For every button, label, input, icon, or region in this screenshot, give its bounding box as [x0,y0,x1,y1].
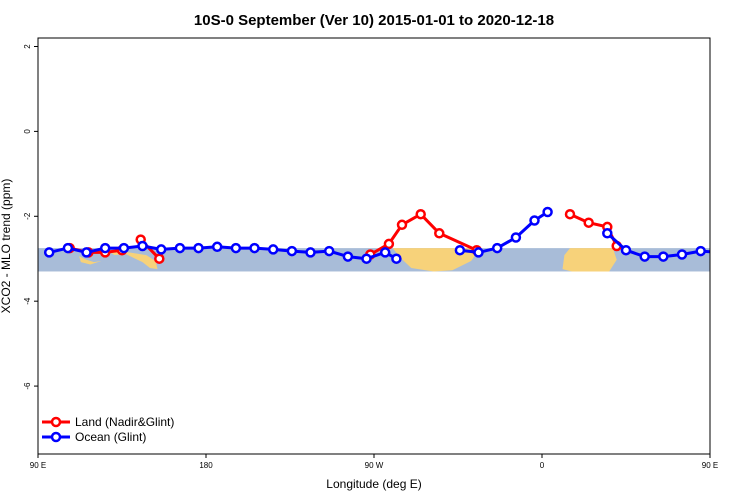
data-point-ocean [602,228,613,239]
y-tick-label: 2 [23,44,32,49]
data-point-ocean [81,247,92,258]
data-point-ocean [361,253,372,264]
y-tick-label: -4 [23,297,32,305]
data-point-ocean [734,244,742,252]
data-point-ocean [230,242,242,254]
data-point-ocean [286,245,298,257]
data-point-ocean [639,251,650,262]
legend-label-land: Land (Nadir&Glint) [75,415,174,429]
y-axis-label: XCO2 - MLO trend (ppm) [0,179,13,314]
x-tick-label: 90 E [30,461,46,470]
data-point-ocean [695,245,706,257]
data-point-land [564,208,576,220]
data-point-ocean [43,247,55,258]
data-point-land [738,244,746,252]
data-point-ocean [137,240,148,252]
legend: Land (Nadir&Glint) Ocean (Glint) [42,415,174,444]
data-point-land [383,238,395,250]
data-point-ocean [676,249,688,260]
chart-title: 10S-0 September (Ver 10) 2015-01-01 to 2… [194,12,554,29]
land-shape [562,248,617,272]
land-shape [107,250,158,270]
data-point-ocean [267,244,279,255]
data-point-ocean [715,248,723,256]
data-point-ocean [620,244,632,256]
data-point-ocean [529,215,540,226]
data-point-land [154,253,165,264]
data-point-ocean [155,244,167,255]
series-line-land [742,248,750,252]
data-point-ocean [118,242,130,254]
x-axis-label: Longitude (deg E) [326,477,421,491]
data-point-land [396,219,408,231]
data-point-ocean [658,251,669,262]
x-tick-label: 90 W [365,461,384,470]
data-point-ocean [62,242,74,254]
x-tick-label: 90 E [702,461,718,470]
data-point-ocean [473,247,484,258]
data-point-ocean [323,245,335,257]
data-point-ocean [211,241,223,253]
data-point-land [583,217,594,228]
x-tick-label: 180 [199,461,213,470]
data-point-ocean [542,206,553,218]
data-point-ocean [342,251,354,262]
ocean-band [38,248,710,272]
data-point-ocean [305,247,316,258]
x-axis: 90 E 180 90 W 0 90 E [30,454,718,470]
legend-marker-ocean [50,431,62,443]
data-point-ocean [193,242,204,254]
data-point-land [415,208,426,220]
legend-marker-land [50,416,62,428]
x-tick-label: 0 [540,461,545,470]
y-tick-label: 0 [23,129,32,134]
data-point-ocean [510,232,522,243]
legend-label-ocean: Ocean (Glint) [75,430,146,444]
data-point-ocean [491,242,503,254]
land-shape [79,256,102,265]
data-point-ocean [379,247,391,258]
y-tick-label: -6 [23,382,32,390]
data-point-ocean [99,242,111,254]
series-layer [43,206,750,264]
data-point-land [434,228,445,239]
data-point-ocean [454,244,466,256]
data-point-ocean [174,242,186,254]
data-point-ocean [249,242,260,254]
series-line-ocean [606,232,710,259]
y-tick-label: -2 [23,212,32,220]
data-point-ocean [391,253,402,264]
map-background [38,248,710,272]
y-axis: 2 0 -2 -4 -6 [23,44,38,390]
